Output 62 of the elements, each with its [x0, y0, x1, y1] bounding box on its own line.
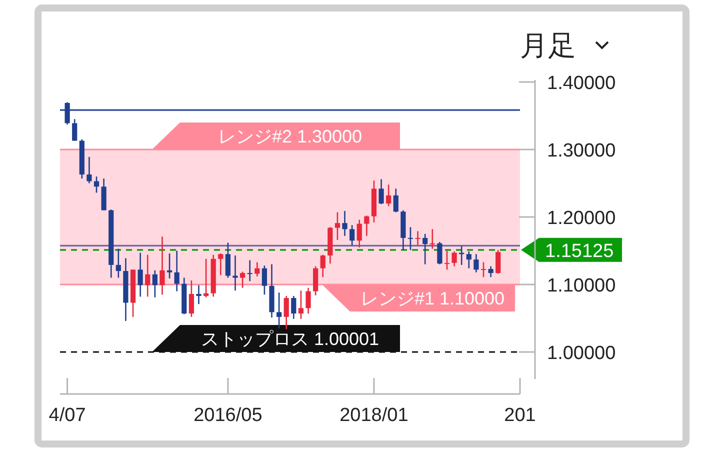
- candlestick: [152, 270, 158, 298]
- ref-line-label: レンジ#1 1.10000: [360, 288, 505, 308]
- candlestick: [116, 248, 121, 278]
- candlestick: [101, 178, 106, 211]
- candlestick: [247, 260, 252, 282]
- candlestick: [291, 295, 296, 320]
- y-tick-label: 1.00000: [547, 343, 616, 364]
- candlestick: [393, 188, 398, 213]
- candlestick: [452, 250, 457, 267]
- candlestick: [166, 252, 172, 280]
- ref-line-label: ストップロス 1.00001: [200, 328, 380, 349]
- candlestick: [386, 184, 392, 207]
- candlestick: [422, 233, 428, 265]
- candlestick: [408, 226, 414, 251]
- candlestick: [196, 284, 202, 305]
- candlestick: [262, 264, 267, 296]
- candlestick: [298, 290, 304, 320]
- ref-line-label: レンジ#2 1.30000: [218, 126, 362, 146]
- candlestick: [218, 252, 224, 276]
- candlestick: [334, 212, 340, 241]
- candlestick: [415, 230, 420, 246]
- candlestick: [430, 228, 435, 250]
- candlestick: [480, 262, 486, 278]
- candlestick: [188, 280, 194, 318]
- candlestick: [342, 210, 348, 237]
- candlestick: [313, 266, 318, 296]
- y-tick-label: 1.30000: [547, 140, 616, 162]
- candlestick: [474, 253, 479, 273]
- candlestick: [350, 224, 355, 246]
- chart-title: 月足: [520, 30, 576, 61]
- x-tick-label: 201: [504, 405, 536, 426]
- candlestick: [86, 156, 92, 184]
- y-tick-label: 1.40000: [547, 73, 616, 94]
- candlestick: [444, 250, 450, 270]
- x-tick-label: 2018/01: [340, 405, 408, 426]
- y-tick-label: 1.10000: [547, 276, 616, 296]
- candlestick: [437, 241, 442, 265]
- candlestick: [138, 252, 143, 298]
- x-tick-label: 4/07: [48, 405, 86, 426]
- candlestick: [496, 249, 501, 274]
- candlestick: [276, 292, 282, 330]
- candlestick: [320, 254, 326, 278]
- candlestick: [145, 254, 150, 298]
- candlestick: [356, 219, 362, 248]
- candlestick: [203, 258, 209, 298]
- candlestick: [254, 262, 260, 278]
- candlestick: [488, 266, 494, 278]
- ref-line-label: 1.15125: [545, 240, 614, 262]
- candlestick: [72, 118, 78, 142]
- candlestick: [306, 287, 311, 314]
- candlestick: [225, 242, 230, 278]
- candlestick: [378, 178, 384, 205]
- candlestick: [94, 176, 100, 194]
- candlestick: [174, 250, 180, 292]
- candlestick: [240, 271, 246, 289]
- candlestick: [364, 215, 370, 237]
- candlestick: [160, 236, 165, 296]
- y-tick-label: 1.20000: [547, 208, 616, 229]
- candlestick: [232, 254, 238, 292]
- candlestick: [466, 250, 472, 269]
- candlestick: [284, 295, 289, 330]
- x-tick-label: 2016/05: [194, 405, 262, 426]
